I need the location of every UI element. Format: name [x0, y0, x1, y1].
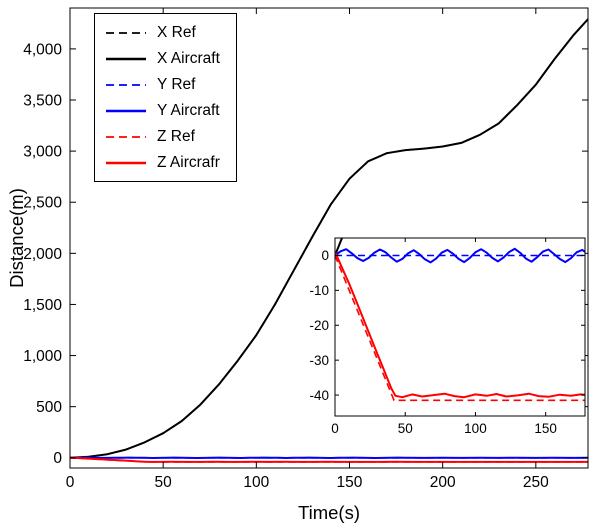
legend-label-z-aircraft: Z Aircrafr — [157, 153, 220, 171]
inset-ytick-label: 0 — [321, 248, 329, 263]
main-xtick-label: 200 — [430, 474, 456, 491]
legend-line-sample-y-aircraft — [106, 109, 146, 112]
main-axes-box — [69, 7, 589, 469]
legend-label-y-ref: Y Ref — [157, 75, 196, 93]
inset-xtick-label: 150 — [534, 421, 557, 436]
main-ytick-label: 3,000 — [23, 144, 62, 161]
legend-label-y-aircraft: Y Aircraft — [157, 101, 220, 119]
main-xtick-label: 250 — [523, 474, 549, 491]
legend: X Ref X Aircraft Y Ref Y Aircraft Z Ref … — [94, 13, 237, 182]
main-ytick-label: 2,000 — [23, 246, 62, 263]
legend-item-y-ref: Y Ref — [105, 73, 220, 96]
inset-ytick-label: -20 — [309, 318, 329, 333]
main-ytick-label: 1,000 — [23, 348, 62, 365]
main-xtick-label: 0 — [66, 474, 75, 491]
legend-line-sample-z-ref — [106, 135, 146, 138]
inset-xtick-label: 50 — [398, 421, 413, 436]
inset-ytick-label: -40 — [309, 388, 329, 403]
inset-series-z-ref-line — [335, 255, 585, 402]
legend-item-x-aircraft: X Aircraft — [105, 47, 220, 70]
legend-label-x-aircraft: X Aircraft — [157, 49, 220, 67]
x-axis-label: Time(s) — [298, 502, 360, 523]
legend-item-x-ref: X Ref — [105, 21, 220, 44]
y-axis-label: Distance(m) — [6, 188, 27, 288]
legend-line-sample-x-aircraft — [106, 57, 146, 60]
main-xtick-label: 50 — [155, 474, 173, 491]
main-ytick-label: 3,500 — [23, 92, 62, 109]
inset-xtick-label: 0 — [331, 421, 339, 436]
legend-label-z-ref: Z Ref — [157, 127, 195, 145]
inset-series-y-aircraft-line — [335, 247, 585, 264]
inset-axes: 0 50 100 150 0 -10 -20 -30 -40 — [309, 237, 586, 436]
legend-line-sample-y-ref — [106, 83, 146, 86]
inset-axes-box — [334, 237, 586, 417]
legend-item-y-aircraft: Y Aircraft — [105, 99, 220, 122]
main-ytick-label: 500 — [36, 399, 62, 416]
inset-ytick-label: -30 — [309, 353, 329, 368]
main-ytick-label: 1,500 — [23, 297, 62, 314]
inset-ytick-label: -10 — [309, 283, 329, 298]
legend-label-x-ref: X Ref — [157, 23, 196, 41]
main-ytick-label: 0 — [53, 450, 62, 467]
legend-item-z-ref: Z Ref — [105, 125, 220, 148]
legend-line-sample-x-ref — [106, 31, 146, 34]
main-ytick-label: 2,500 — [23, 195, 62, 212]
legend-line-sample-z-aircraft — [106, 161, 146, 164]
legend-item-z-aircraft: Z Aircrafr — [105, 151, 220, 174]
inset-xtick-label: 100 — [464, 421, 487, 436]
main-series-z-aircraft-line — [70, 456, 588, 463]
main-series-x-aircraft-line — [70, 18, 588, 459]
main-xtick-label: 100 — [243, 474, 269, 491]
main-ytick-label: 4,000 — [23, 41, 62, 58]
inset-series-z-aircraft-line — [335, 251, 585, 399]
inset-plot-background — [335, 238, 585, 416]
main-xtick-label: 150 — [337, 474, 363, 491]
